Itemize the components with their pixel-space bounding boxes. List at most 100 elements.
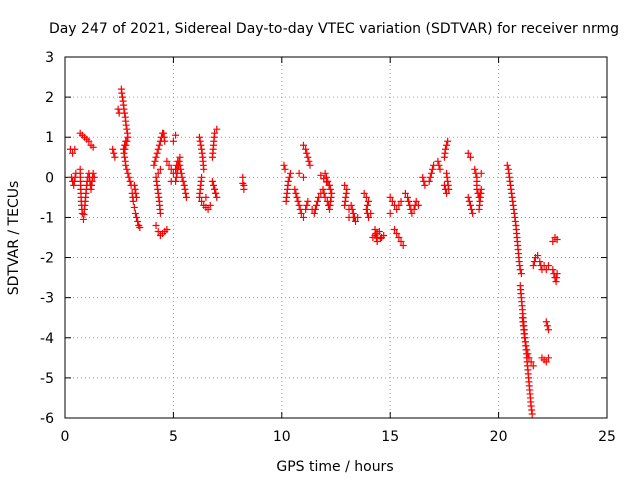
data-point [522,342,530,350]
data-point [161,137,169,145]
data-point [122,161,130,169]
data-point [388,197,396,205]
data-point [195,133,203,141]
data-point [428,165,436,173]
data-point [70,181,78,189]
data-point [197,141,205,149]
data-point [305,157,313,165]
data-point [435,161,443,169]
data-point [425,177,433,185]
data-point [311,205,319,213]
data-point [213,125,221,133]
data-point [154,227,162,235]
x-tick-label: 15 [381,429,399,445]
y-tick-label: -3 [40,291,54,307]
data-point [395,201,403,209]
data-point [169,137,177,145]
data-point [110,149,118,157]
data-point [393,229,401,237]
data-point [405,197,413,205]
data-point [321,193,329,201]
data-point [211,129,219,137]
data-point [303,201,311,209]
data-point [172,177,180,185]
data-point [544,262,552,270]
data-point [297,209,305,217]
data-point [240,181,248,189]
data-point [466,153,474,161]
data-point [549,266,557,274]
data-point [471,165,479,173]
data-point [524,350,532,358]
data-point [312,201,320,209]
data-point [295,169,303,177]
data-point [156,209,164,217]
data-point [206,201,214,209]
data-point [444,137,452,145]
data-point [319,185,327,193]
data-point [302,145,310,153]
data-point [294,197,302,205]
data-point [397,197,405,205]
data-point [352,217,360,225]
data-point [542,266,550,274]
data-point [286,169,294,177]
data-point [386,209,394,217]
data-point [174,165,182,173]
data-point [281,165,289,173]
data-point [536,258,544,266]
data-point [78,209,86,217]
data-point [443,189,451,197]
data-point [299,213,307,221]
data-point [477,169,485,177]
data-point [386,193,394,201]
data-point [341,201,349,209]
data-point [543,322,551,330]
data-point [173,169,181,177]
data-point [284,177,292,185]
data-point [544,326,552,334]
data-point [523,346,531,354]
data-point [118,93,126,101]
data-point [163,225,171,233]
data-point [133,213,141,221]
data-point [129,197,137,205]
data-point [373,238,381,246]
data-point [211,185,219,193]
data-point [90,173,98,181]
data-point [521,334,529,342]
data-point [372,234,380,241]
data-point [525,354,533,362]
data-point [204,205,212,213]
data-point [465,197,473,205]
data-point [156,165,164,173]
data-point [503,161,511,169]
data-point [441,145,449,153]
data-point [121,141,129,149]
data-point [360,189,368,197]
grid [65,57,607,418]
data-point [404,193,412,201]
y-axis-label: SDTVAR / TECUs [6,181,22,296]
data-point [542,358,550,366]
data-point [376,235,384,243]
y-tick-label: -5 [40,371,54,387]
y-tick-label: -1 [40,210,54,226]
data-point [131,185,139,193]
data-point [397,238,405,246]
data-point [363,201,371,209]
data-point [89,169,97,177]
data-point [174,161,182,169]
data-point [70,177,78,185]
data-point [152,221,160,229]
data-point [120,145,128,153]
data-point [165,161,173,169]
data-point [365,197,373,205]
data-point [123,125,131,133]
data-point [124,169,132,177]
y-tick-label: 0 [45,170,54,186]
data-point [134,217,142,225]
data-point [153,149,161,157]
data-point [122,137,130,145]
